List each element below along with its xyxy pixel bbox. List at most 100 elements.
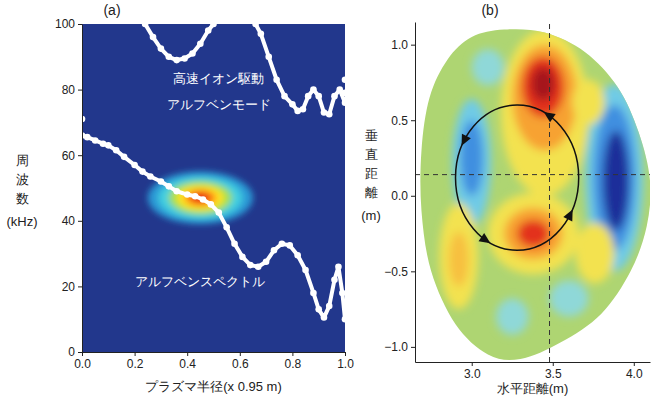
tick: 0.0 xyxy=(74,352,91,371)
axis-line xyxy=(83,352,346,353)
arrowhead xyxy=(541,108,556,122)
series-point xyxy=(165,183,172,190)
tick: 4.0 xyxy=(626,362,643,381)
axis: 020406080100 xyxy=(55,17,83,359)
series-point xyxy=(289,101,296,108)
annotation: アルフベンスペクトル xyxy=(135,274,265,289)
panel-a: 0.00.20.40.60.81.0020406080100高速イオン駆動アルフ… xyxy=(6,2,354,394)
series-point xyxy=(305,93,312,100)
series-point xyxy=(165,54,172,61)
series-point xyxy=(142,24,149,27)
tick: 0.0 xyxy=(391,189,415,203)
tick-label: 0 xyxy=(68,345,75,359)
tick-mark xyxy=(135,352,136,356)
rotation-path xyxy=(456,105,579,250)
series-point xyxy=(113,147,120,154)
series-point xyxy=(263,259,270,266)
series-point xyxy=(271,247,278,254)
contour-blob xyxy=(550,280,589,316)
axis-line xyxy=(82,25,83,353)
series-point xyxy=(210,24,217,27)
series-point xyxy=(342,90,345,97)
tick: −0.5 xyxy=(384,265,415,279)
panel-b: 3.03.54.0−1.0−0.50.00.51.0(b)水平距離(m)垂直距離… xyxy=(361,2,650,396)
tick-mark xyxy=(634,362,635,366)
tick-mark xyxy=(345,352,346,356)
series-point xyxy=(147,173,154,180)
tick: 3.0 xyxy=(464,362,481,381)
tick-label: 3.5 xyxy=(545,367,562,381)
series-point xyxy=(302,267,309,274)
tick-label: 4.0 xyxy=(626,367,643,381)
tick-label: 3.0 xyxy=(464,367,481,381)
series-point xyxy=(239,254,246,261)
tick-label: 80 xyxy=(62,83,76,97)
tick-mark xyxy=(78,286,82,287)
series-point xyxy=(279,240,286,247)
tick-label: 0.6 xyxy=(232,357,249,371)
tick: 20 xyxy=(62,280,82,294)
series-point xyxy=(265,54,272,61)
tick-label: 20 xyxy=(62,280,76,294)
series-point xyxy=(150,34,157,41)
figure: 0.00.20.40.60.81.0020406080100高速イオン駆動アルフ… xyxy=(0,0,656,399)
contour-blob xyxy=(575,223,614,283)
tick: 0.2 xyxy=(127,352,144,371)
arrowhead xyxy=(457,134,471,148)
series-point xyxy=(321,314,328,321)
tick: 0.5 xyxy=(391,114,415,128)
tick-label: 0.5 xyxy=(391,114,408,128)
series-point xyxy=(310,290,317,297)
series-point xyxy=(247,262,254,269)
series-point xyxy=(326,303,333,310)
series-point xyxy=(286,242,293,249)
axis-title: 垂直距離 xyxy=(365,128,378,200)
tick: 3.5 xyxy=(545,362,562,381)
tick-label: 0.4 xyxy=(179,357,196,371)
blobs xyxy=(439,30,643,335)
tick-label: −1.0 xyxy=(384,340,408,354)
series-point xyxy=(331,277,338,284)
series-point xyxy=(300,106,307,113)
series-point xyxy=(331,93,338,100)
tick-mark xyxy=(240,352,241,356)
series-point xyxy=(252,24,259,27)
tick-label: 100 xyxy=(55,17,75,31)
series-point xyxy=(258,31,265,38)
title: (a) xyxy=(103,2,120,18)
tick-mark xyxy=(472,362,473,366)
annotation: 高速イオン駆動 xyxy=(173,71,264,86)
axis-line xyxy=(416,362,651,363)
series-point xyxy=(200,196,207,203)
axis: 3.0 3.5 4.0 xyxy=(416,362,651,381)
series-point xyxy=(84,134,91,141)
tick-mark xyxy=(78,155,82,156)
contour-blob xyxy=(496,299,528,335)
series-point xyxy=(184,191,191,198)
series-point xyxy=(342,316,345,323)
tick-label: 0.0 xyxy=(74,357,91,371)
series-point xyxy=(315,306,322,313)
tick-label: 0.2 xyxy=(127,357,144,371)
tick: 40 xyxy=(62,214,82,228)
mode-contour xyxy=(158,177,242,220)
figure-container: 0.00.20.40.60.81.0020406080100高速イオン駆動アルフ… xyxy=(0,0,656,399)
tick: 0 xyxy=(68,345,82,359)
tick: 0.8 xyxy=(285,352,302,371)
series-point xyxy=(342,99,345,106)
arrowhead xyxy=(563,207,577,221)
tick-mark xyxy=(411,196,415,197)
series-line xyxy=(82,136,345,320)
series-point xyxy=(339,290,345,297)
tick-mark xyxy=(187,352,188,356)
arrowhead xyxy=(479,233,494,247)
series-point xyxy=(158,178,165,185)
series-point xyxy=(197,40,204,47)
axis-line xyxy=(415,23,416,363)
series-point xyxy=(310,86,317,93)
series-point xyxy=(181,55,188,62)
tick-mark xyxy=(553,362,554,366)
tick-label: 1.0 xyxy=(337,357,354,371)
series-point xyxy=(158,45,165,52)
plasma-boundary xyxy=(420,29,650,360)
